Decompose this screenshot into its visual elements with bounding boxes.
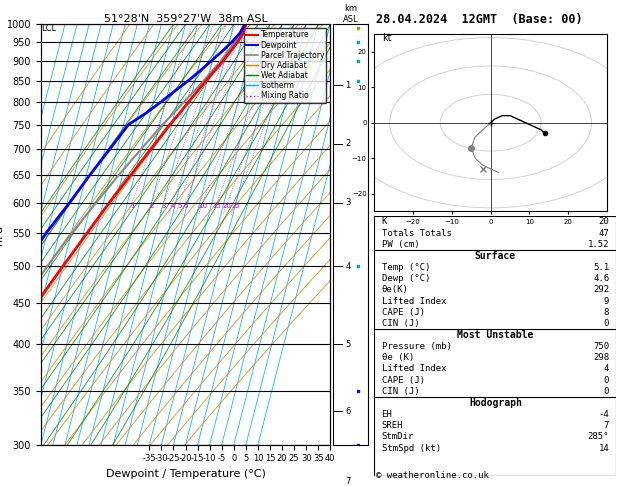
X-axis label: Dewpoint / Temperature (°C): Dewpoint / Temperature (°C) xyxy=(106,469,265,479)
Text: Most Unstable: Most Unstable xyxy=(457,330,533,340)
Text: Lifted Index: Lifted Index xyxy=(382,296,446,306)
Text: 298: 298 xyxy=(593,353,609,362)
Text: 1: 1 xyxy=(345,81,351,90)
Text: Dewp (°C): Dewp (°C) xyxy=(382,274,430,283)
Text: 8: 8 xyxy=(604,308,609,317)
Text: K: K xyxy=(382,217,387,226)
Text: 3: 3 xyxy=(162,203,166,208)
Text: -4: -4 xyxy=(598,410,609,418)
Text: 4: 4 xyxy=(604,364,609,373)
Text: 0: 0 xyxy=(604,387,609,396)
Text: Temp (°C): Temp (°C) xyxy=(382,262,430,272)
Text: 1: 1 xyxy=(130,203,135,208)
Text: 5: 5 xyxy=(177,203,182,208)
Y-axis label: hPa: hPa xyxy=(0,225,4,244)
Text: 20: 20 xyxy=(598,217,609,226)
Text: 0: 0 xyxy=(604,376,609,385)
Text: Pressure (mb): Pressure (mb) xyxy=(382,342,452,351)
Text: θe(K): θe(K) xyxy=(382,285,408,294)
Text: 7: 7 xyxy=(604,421,609,430)
Text: EH: EH xyxy=(382,410,392,418)
Text: CIN (J): CIN (J) xyxy=(382,319,419,328)
Text: 28.04.2024  12GMT  (Base: 00): 28.04.2024 12GMT (Base: 00) xyxy=(376,13,582,26)
Text: 20: 20 xyxy=(223,203,232,208)
Text: Lifted Index: Lifted Index xyxy=(382,364,446,373)
Text: 4: 4 xyxy=(170,203,175,208)
Text: StmSpd (kt): StmSpd (kt) xyxy=(382,444,441,452)
Text: 14: 14 xyxy=(598,444,609,452)
Text: 5.1: 5.1 xyxy=(593,262,609,272)
Text: kt: kt xyxy=(382,33,391,43)
Text: 15: 15 xyxy=(213,203,221,208)
Text: 3: 3 xyxy=(345,198,351,207)
Text: Totals Totals: Totals Totals xyxy=(382,229,452,238)
Text: SREH: SREH xyxy=(382,421,403,430)
Text: 9: 9 xyxy=(604,296,609,306)
Legend: Temperature, Dewpoint, Parcel Trajectory, Dry Adiabat, Wet Adiabat, Isotherm, Mi: Temperature, Dewpoint, Parcel Trajectory… xyxy=(244,28,326,103)
Text: StmDir: StmDir xyxy=(382,432,414,441)
Title: km
ASL: km ASL xyxy=(343,4,359,23)
Text: LCL: LCL xyxy=(42,24,57,33)
Text: 10: 10 xyxy=(198,203,207,208)
Text: Surface: Surface xyxy=(475,251,516,261)
Text: PW (cm): PW (cm) xyxy=(382,240,419,249)
Title: 51°28'N  359°27'W  38m ASL: 51°28'N 359°27'W 38m ASL xyxy=(104,14,267,23)
Text: 5: 5 xyxy=(345,340,351,349)
Text: 2: 2 xyxy=(345,139,351,148)
Y-axis label: Mixing Ratio (g/kg): Mixing Ratio (g/kg) xyxy=(334,189,344,280)
Text: θe (K): θe (K) xyxy=(382,353,414,362)
Text: © weatheronline.co.uk: © weatheronline.co.uk xyxy=(376,471,489,480)
Text: 6: 6 xyxy=(345,407,351,416)
Text: 750: 750 xyxy=(593,342,609,351)
Text: 0: 0 xyxy=(604,319,609,328)
Text: Hodograph: Hodograph xyxy=(469,398,522,408)
Text: 4: 4 xyxy=(345,262,351,271)
Text: CAPE (J): CAPE (J) xyxy=(382,376,425,385)
Text: 2: 2 xyxy=(150,203,154,208)
Text: 292: 292 xyxy=(593,285,609,294)
Text: 7: 7 xyxy=(345,477,351,486)
Text: CAPE (J): CAPE (J) xyxy=(382,308,425,317)
Text: 4.6: 4.6 xyxy=(593,274,609,283)
Text: 285°: 285° xyxy=(587,432,609,441)
Text: 47: 47 xyxy=(598,229,609,238)
Text: 6: 6 xyxy=(184,203,188,208)
Text: 1.52: 1.52 xyxy=(587,240,609,249)
Text: 25: 25 xyxy=(231,203,240,208)
Text: CIN (J): CIN (J) xyxy=(382,387,419,396)
